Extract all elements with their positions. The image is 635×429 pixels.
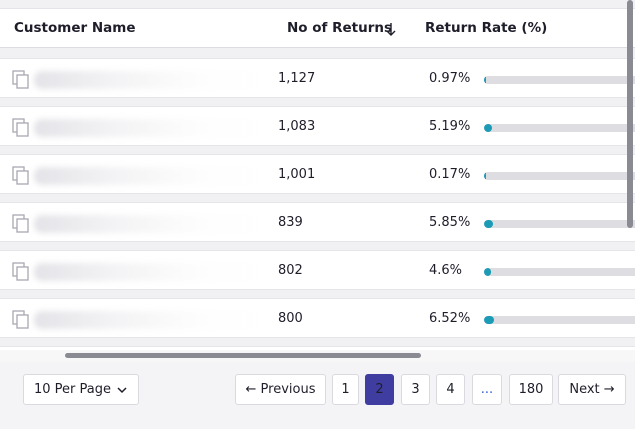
customer-name-redacted xyxy=(34,215,264,233)
page-button-2-current[interactable]: 2 xyxy=(365,374,394,405)
returns-table: Customer Name No of Returns Return Rate … xyxy=(0,0,635,358)
return-rate: 0.17% xyxy=(429,167,471,182)
returns-count: 839 xyxy=(278,215,303,230)
return-rate-bar-fill xyxy=(484,172,487,180)
page-button-180[interactable]: 180 xyxy=(509,374,553,405)
chevron-down-icon xyxy=(117,387,127,394)
table-row: 1,083 5.19% xyxy=(0,106,635,146)
table-row: 1,001 0.17% xyxy=(0,154,635,194)
header-return-rate[interactable]: Return Rate (%) xyxy=(425,20,548,36)
return-rate-bar xyxy=(484,76,635,84)
customer-name-redacted xyxy=(34,119,264,137)
copy-icon[interactable] xyxy=(12,70,30,90)
returns-count: 1,083 xyxy=(278,119,316,134)
per-page-select[interactable]: 10 Per Page xyxy=(23,374,139,405)
horizontal-scrollbar[interactable] xyxy=(65,353,421,358)
table-header: Customer Name No of Returns Return Rate … xyxy=(0,8,635,48)
returns-count: 1,001 xyxy=(278,167,316,182)
customer-name-redacted xyxy=(34,263,264,281)
page-button-1[interactable]: 1 xyxy=(332,374,359,405)
customer-name-redacted xyxy=(34,71,264,89)
return-rate: 0.97% xyxy=(429,71,471,86)
return-rate-bar xyxy=(484,172,635,180)
return-rate-bar xyxy=(484,220,635,228)
customer-name-redacted xyxy=(34,167,264,185)
table-row: 800 6.52% xyxy=(0,298,635,338)
arrow-down-icon[interactable] xyxy=(384,20,398,38)
table-row: 802 4.6% xyxy=(0,250,635,290)
return-rate-bar xyxy=(484,268,635,276)
return-rate-bar-fill xyxy=(484,124,492,132)
returns-count: 800 xyxy=(278,311,303,326)
copy-icon[interactable] xyxy=(12,214,30,234)
return-rate: 5.85% xyxy=(429,215,471,230)
page-ellipsis-button[interactable]: ... xyxy=(472,374,502,405)
vertical-scrollbar[interactable] xyxy=(627,0,633,228)
table-row: 839 5.85% xyxy=(0,202,635,242)
previous-page-button[interactable]: ← Previous xyxy=(235,374,326,405)
return-rate: 5.19% xyxy=(429,119,471,134)
return-rate-bar xyxy=(484,124,635,132)
copy-icon[interactable] xyxy=(12,262,30,282)
page-button-4[interactable]: 4 xyxy=(436,374,465,405)
copy-icon[interactable] xyxy=(12,166,30,186)
returns-count: 1,127 xyxy=(278,71,316,86)
return-rate-bar xyxy=(484,316,635,324)
return-rate: 4.6% xyxy=(429,263,463,278)
copy-icon[interactable] xyxy=(12,118,30,138)
return-rate-bar-fill xyxy=(484,316,494,324)
next-page-button[interactable]: Next → xyxy=(558,374,626,405)
customer-name-redacted xyxy=(34,311,264,329)
return-rate-bar-fill xyxy=(484,220,493,228)
per-page-label: 10 Per Page xyxy=(34,382,111,397)
header-customer-name[interactable]: Customer Name xyxy=(14,20,136,36)
return-rate-bar-fill xyxy=(484,268,491,276)
copy-icon[interactable] xyxy=(12,310,30,330)
return-rate-bar-fill xyxy=(484,76,487,84)
page-button-3[interactable]: 3 xyxy=(401,374,430,405)
table-row: 1,127 0.97% xyxy=(0,58,635,98)
header-no-of-returns[interactable]: No of Returns xyxy=(287,20,393,36)
return-rate: 6.52% xyxy=(429,311,471,326)
returns-count: 802 xyxy=(278,263,303,278)
